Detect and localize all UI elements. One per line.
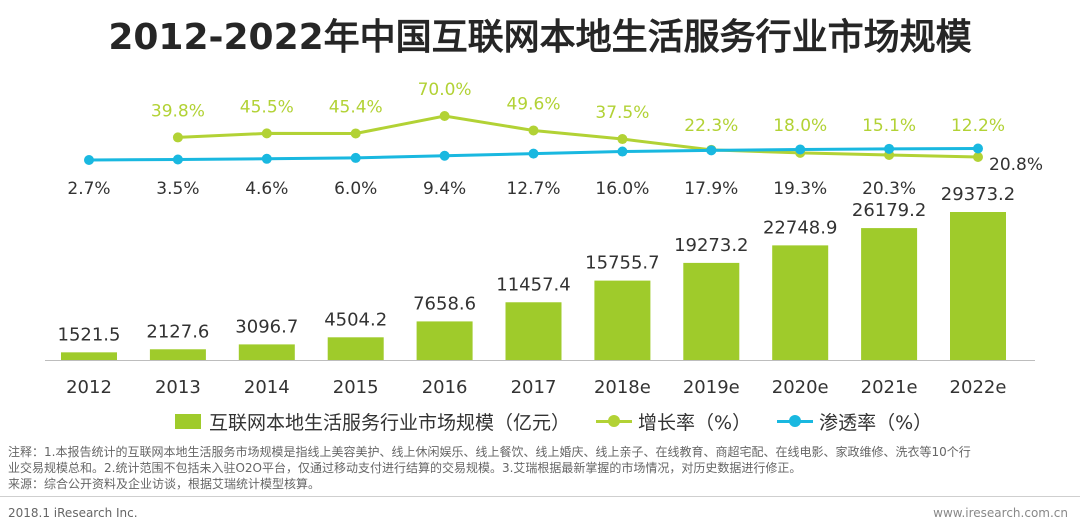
x-tick-label-2014: 2014 [244,377,290,398]
legend-label-market-size: 互联网本地生活服务行业市场规模（亿元） [209,411,571,434]
growth-label-2019e: 22.3% [684,116,738,136]
penetration-label-2013: 3.5% [156,179,199,199]
bars-layer: 1521.5 2127.6 3096.7 4504.2 7658.6 11457.4 157… [58,184,1015,360]
growth-point-2013 [172,132,183,143]
legend-item-growth: 增长率（%） [596,408,751,435]
growth-label-2022e: 12.2% [951,116,1005,136]
penetration-label-2019e: 17.9% [684,179,738,199]
penetration-point-2021e [884,143,895,154]
legend-item-market-size: 互联网本地生活服务行业市场规模（亿元） [175,408,570,435]
bar-value-label-2017: 11457.4 [496,274,570,295]
penetration-point-2018e [617,146,628,157]
penetration-label-2015: 6.0% [334,179,377,199]
penetration-point-2022e [973,143,983,154]
note-line-1: 注释：1.本报告统计的互联网本地生活服务市场规模是指线上美容美护、线上休闲娱乐、… [8,445,971,459]
x-tick-label-2012: 2012 [66,377,112,398]
legend: 互联网本地生活服务行业市场规模（亿元） 增长率（%） 渗透率（%） [175,408,958,434]
penetration-point-2020e [795,144,806,155]
bar-2015 [327,337,384,360]
bar-2019e [683,262,740,360]
penetration-line-layer: 2.7% 3.5% 4.6% 6.0% 9.4% 12.7% 16.0% 17.9% 19.3%… [67,143,1043,199]
penetration-label-2012: 2.7% [67,179,110,199]
bar-2022e [950,212,1006,360]
note-line-2: 业交易规模总和。2.统计范围不包括未入驻O2O平台，仅通过移动支付进行结算的交易… [8,461,802,475]
notes: 注释：1.本报告统计的互联网本地生活服务市场规模是指线上美容美护、线上休闲娱乐、… [8,444,1074,492]
growth-label-2013: 39.8% [151,101,205,121]
bar-value-label-2018e: 15755.7 [585,253,659,274]
x-tick-label-2022e: 2022e [950,377,1007,398]
x-tick-label-2021e: 2021e [861,377,918,398]
legend-swatch-growth [596,414,633,428]
bar-2012 [61,352,117,360]
legend-swatch-bar [175,413,201,429]
penetration-label-2017: 12.7% [506,179,560,199]
bar-value-label-2015: 4504.2 [324,309,387,330]
chart-canvas: 1521.5 2127.6 3096.7 4504.2 7658.6 11457.4 157… [45,80,1043,398]
bar-value-label-2020e: 22748.9 [763,217,837,238]
x-tick-labels: 2012 2013 2014 2015 2016 2017 2018e 2019e 2020e 2… [66,377,1006,398]
growth-label-2021e: 15.1% [862,116,916,136]
penetration-point-2017 [528,148,539,159]
x-tick-label-2015: 2015 [333,377,379,398]
x-tick-label-2018e: 2018e [594,377,651,398]
growth-point-2016 [439,111,450,121]
penetration-label-2016: 9.4% [423,179,466,199]
legend-label-penetration: 渗透率（%） [819,411,933,434]
bar-value-label-2016: 7658.6 [413,293,476,314]
growth-label-2018e: 37.5% [595,103,649,123]
legend-label-growth: 增长率（%） [638,411,752,434]
growth-label-2016: 70.0% [418,80,472,100]
growth-series-line [177,114,979,159]
penetration-point-2013 [172,154,183,165]
growth-point-2014 [261,128,272,139]
legend-item-penetration: 渗透率（%） [777,408,932,435]
bar-2014 [238,344,295,360]
footer-copyright: 2018.1 iResearch Inc. [8,506,138,520]
growth-point-2018e [617,134,628,145]
growth-label-2020e: 18.0% [773,116,827,136]
growth-point-2017 [528,125,539,136]
penetration-point-2012 [84,155,94,165]
x-tick-label-2020e: 2020e [772,377,829,398]
bar-value-label-2014: 3096.7 [235,316,298,337]
bar-2021e [861,228,918,360]
x-tick-label-2013: 2013 [155,377,201,398]
x-tick-label-2017: 2017 [511,377,557,398]
growth-label-2015: 45.4% [329,97,383,117]
penetration-point-2015 [350,152,361,163]
bar-value-label-2013: 2127.6 [146,321,209,342]
source-line: 来源：综合公开资料及企业访谈，根据艾瑞统计模型核算。 [8,477,321,491]
penetration-label-2022e: 20.8% [989,155,1043,175]
footer-website: www.iresearch.com.cn [933,506,1068,520]
bar-value-label-2021e: 26179.2 [852,200,926,221]
x-tick-label-2019e: 2019e [683,377,740,398]
bar-value-label-2022e: 29373.2 [941,184,1015,205]
bar-value-label-2012: 1521.5 [58,324,121,345]
penetration-label-2020e: 19.3% [773,179,827,199]
penetration-point-2016 [439,150,450,161]
footer-divider [0,496,1080,497]
bar-value-label-2019e: 19273.2 [674,235,748,256]
chart-title: 2012-2022年中国互联网本地生活服务行业市场规模 [108,17,972,58]
penetration-label-2018e: 16.0% [595,179,649,199]
growth-label-2014: 45.5% [240,97,294,117]
penetration-label-2021e: 20.3% [862,179,916,199]
growth-point-2015 [350,128,361,139]
penetration-label-2014: 4.6% [245,179,288,199]
bar-2016 [416,321,473,360]
bar-2020e [772,245,829,360]
penetration-point-2019e [706,145,717,156]
bar-2013 [149,349,206,360]
growth-label-2017: 49.6% [506,94,560,114]
bar-2018e [594,280,651,360]
growth-line-layer: 39.8% 45.5% 45.4% 70.0% 49.6% 37.5% 22.3% 18.0%… [151,80,1005,162]
x-tick-label-2016: 2016 [422,377,468,398]
growth-point-2022e [973,152,983,162]
penetration-point-2014 [261,153,272,164]
legend-swatch-penetration [777,414,814,428]
bar-2017 [505,302,562,360]
